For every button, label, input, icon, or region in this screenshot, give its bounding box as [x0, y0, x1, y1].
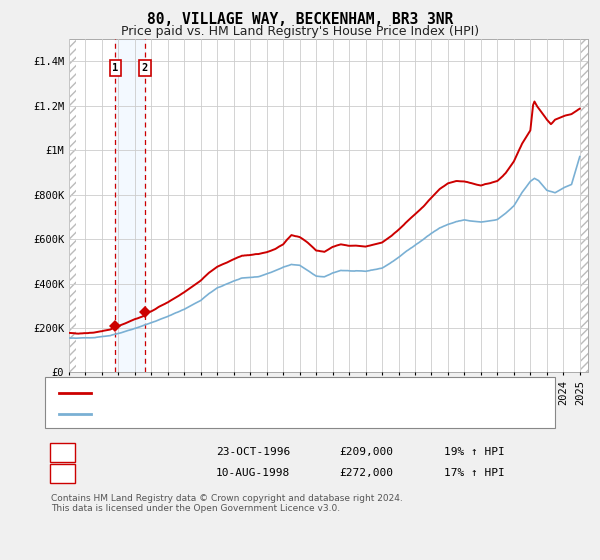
Text: 2: 2	[142, 63, 148, 73]
Text: 80, VILLAGE WAY, BECKENHAM, BR3 3NR: 80, VILLAGE WAY, BECKENHAM, BR3 3NR	[147, 12, 453, 27]
Text: £272,000: £272,000	[339, 468, 393, 478]
Bar	[581, 39, 588, 372]
Bar	[69, 39, 76, 372]
Text: This data is licensed under the Open Government Licence v3.0.: This data is licensed under the Open Gov…	[51, 504, 340, 513]
Text: 17% ↑ HPI: 17% ↑ HPI	[444, 468, 505, 478]
Text: Contains HM Land Registry data © Crown copyright and database right 2024.: Contains HM Land Registry data © Crown c…	[51, 494, 403, 503]
Text: 19% ↑ HPI: 19% ↑ HPI	[444, 447, 505, 458]
Text: £209,000: £209,000	[339, 447, 393, 458]
Text: HPI: Average price, detached house, Bromley: HPI: Average price, detached house, Brom…	[100, 409, 391, 419]
Text: 1: 1	[59, 447, 66, 458]
Text: 10-AUG-1998: 10-AUG-1998	[216, 468, 290, 478]
Text: Price paid vs. HM Land Registry's House Price Index (HPI): Price paid vs. HM Land Registry's House …	[121, 25, 479, 38]
Text: 1: 1	[112, 63, 118, 73]
Text: 23-OCT-1996: 23-OCT-1996	[216, 447, 290, 458]
Text: 2: 2	[59, 468, 66, 478]
Text: 80, VILLAGE WAY, BECKENHAM, BR3 3NR (detached house): 80, VILLAGE WAY, BECKENHAM, BR3 3NR (det…	[100, 388, 451, 398]
Bar	[115, 39, 145, 372]
